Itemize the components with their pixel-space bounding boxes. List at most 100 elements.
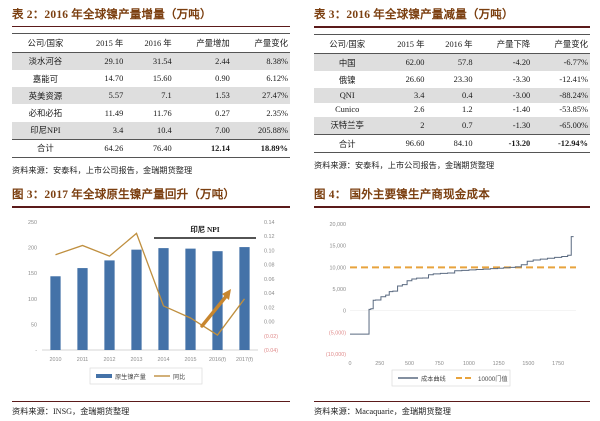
cell-name: 印尼NPI	[12, 121, 77, 140]
cell-delta: -13.20	[474, 133, 533, 154]
cell-2016: 7.1	[125, 87, 174, 105]
cell-pct: 205.88%	[231, 121, 290, 140]
table3-col-delta: 产量下降	[474, 34, 533, 54]
figure4-legend: 成本曲线 10000门值	[391, 369, 511, 386]
bottom-row: 图 3：2017 年全球原生镍产量回升（万吨） -50 100 150 200 250(…	[0, 180, 600, 421]
y-axis-tick-right: 0.08	[264, 262, 275, 268]
cell-delta: 0.27	[215, 108, 230, 118]
table3-col-name: 公司/国家	[314, 34, 379, 54]
figure3-legend: 原生镍产量 同比	[89, 367, 203, 384]
table-total-row: 合计 64.26 76.40 12.14 18.89%	[12, 138, 290, 159]
bar	[77, 267, 88, 350]
y-axis-tick: 5,000	[333, 287, 347, 293]
cell-delta: 1.53	[173, 87, 232, 105]
x-axis-tick: 500	[405, 361, 414, 367]
figure4-title: 图 4： 国外主要镍生产商现金成本	[314, 189, 490, 201]
table2-col-2015: 2015 年	[76, 32, 126, 53]
cell-name: 合计	[12, 138, 77, 159]
table-total-row: 合计 96.60 84.10 -13.20 -12.94%	[314, 133, 590, 154]
table3-col-pct: 产量变化	[532, 34, 590, 54]
cost-curve-series	[350, 235, 574, 335]
x-axis-tick: 0	[349, 361, 352, 367]
y-axis-tick-left: 100	[28, 296, 37, 302]
table-row: Cunico 2.6 1.2 -1.40 -53.85%	[314, 103, 590, 117]
cell-delta: 0.90	[215, 74, 230, 84]
cell-name: QNI	[314, 88, 379, 103]
cell-pct: -65.00%	[532, 116, 590, 135]
bar	[158, 247, 169, 350]
bar	[50, 275, 61, 350]
table3-col-2016: 2016 年	[426, 34, 475, 54]
y-axis-tick-right: (0.04)	[264, 348, 278, 354]
cell-2016: 11.76	[153, 108, 172, 118]
y-axis-tick-right: 0.04	[264, 291, 275, 297]
x-axis-tick: 750	[435, 361, 444, 367]
cell-delta: -1.40	[512, 105, 531, 115]
cell-2015: 14.70	[104, 74, 124, 84]
cell-2015: 2.6	[413, 105, 425, 115]
x-axis-tick: 2017(f)	[236, 357, 253, 363]
table-row: 必和必拓 11.49 11.76 0.27 2.35%	[12, 104, 290, 121]
table2-col-name: 公司/国家	[12, 32, 77, 53]
table2-col-2016: 2016 年	[125, 32, 174, 53]
cell-2015: 64.26	[76, 138, 126, 159]
table2: 公司/国家 2015 年 2016 年 产量增加 产量变化 淡水河谷 29.10…	[12, 32, 290, 159]
cell-delta: 12.14	[173, 138, 232, 159]
y-axis-tick-left: 250	[28, 220, 37, 226]
cell-2016: 0.4	[426, 88, 475, 103]
y-axis-tick-right: 0.02	[264, 305, 275, 311]
table2-title-rule	[12, 26, 290, 27]
cell-delta: -3.30	[512, 75, 531, 85]
y-axis-tick: 20,000	[330, 222, 347, 228]
cell-name: 嘉能可	[32, 74, 58, 84]
y-axis-tick-left: 150	[28, 271, 37, 277]
x-axis-tick: 1750	[552, 361, 564, 367]
cell-2016: 1.2	[462, 105, 473, 115]
panel-figure3: 图 3：2017 年全球原生镍产量回升（万吨） - 50 100 150 200 250 (…	[0, 180, 300, 421]
legend-label-yoy: 同比	[173, 373, 185, 381]
bar	[212, 250, 223, 350]
cell-2016: 76.40	[125, 138, 174, 159]
x-axis-tick: 2015	[185, 357, 197, 363]
cell-2016: 84.10	[426, 133, 475, 154]
cell-pct: 18.89%	[231, 138, 290, 159]
cell-delta: -3.00	[474, 88, 533, 103]
legend-box	[391, 369, 511, 386]
x-axis-tick: 250	[375, 361, 384, 367]
y-axis-tick: (5,000)	[329, 330, 346, 336]
figure3-title-rule	[12, 206, 290, 208]
cell-2015: 26.60	[405, 75, 425, 85]
cell-2015: 5.57	[76, 87, 126, 105]
figure4-chart: (10,000) (5,000) 0 5,000 10,000 15,000 20,000 0…	[314, 214, 590, 399]
bar	[239, 246, 250, 350]
x-axis-tick: 2013	[131, 357, 143, 363]
y-axis-tick-right: 0.12	[264, 234, 275, 240]
cell-2016: 23.30	[453, 75, 473, 85]
y-axis-tick: 15,000	[330, 243, 347, 249]
cell-2015: 3.4	[76, 121, 126, 140]
table2-col-pct: 产量变化	[231, 32, 290, 53]
table2-header-row: 公司/国家 2015 年 2016 年 产量增加 产量变化	[12, 32, 290, 53]
y-axis-tick: 0	[343, 308, 346, 314]
y-axis-tick-right: 0.14	[264, 220, 275, 226]
figure4-title-rule	[314, 206, 590, 208]
legend-box	[89, 367, 203, 384]
figure3-footer-rule	[12, 400, 290, 402]
bar	[185, 248, 196, 350]
cell-name: 必和必拓	[28, 109, 63, 119]
table3-source: 资料来源：安泰科，上市公司报告，金瑞期货整理	[314, 161, 495, 171]
cell-2016: 31.54	[125, 52, 174, 71]
legend-swatch-bar	[96, 373, 112, 378]
cell-2015: 11.49	[104, 108, 124, 118]
cell-pct: -12.94%	[532, 133, 590, 154]
table2-source: 资料来源：安泰科，上市公司报告，金瑞期货整理	[12, 166, 193, 175]
y-axis-tick-left: 50	[31, 322, 37, 328]
legend-label-cost-curve: 成本曲线	[421, 375, 446, 383]
cell-2015: 62.00	[378, 53, 427, 72]
table-row: 淡水河谷 29.10 31.54 2.44 8.38%	[12, 52, 290, 71]
cell-delta: -4.20	[474, 53, 533, 72]
table2-title: 表 2：2016 年全球镍产量增量（万吨）	[12, 9, 212, 21]
y-axis-tick-left: -	[35, 348, 37, 354]
cell-2016: 57.8	[426, 53, 475, 72]
trend-arrow-icon	[200, 288, 231, 328]
